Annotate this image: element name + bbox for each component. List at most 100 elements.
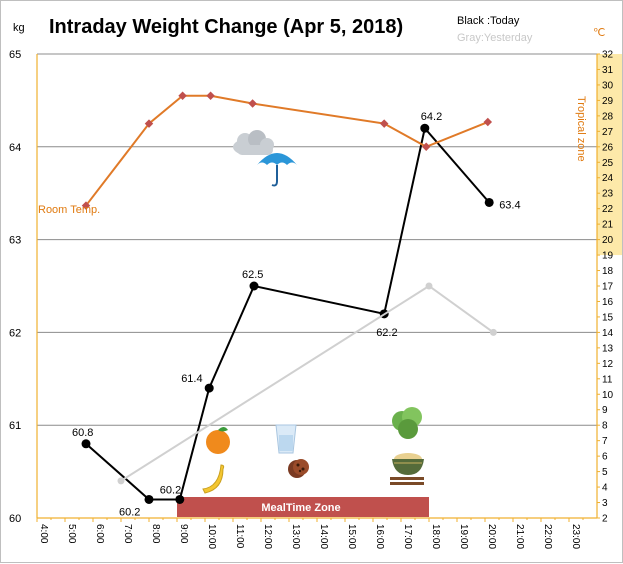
x-tick-label: 22:00 [542, 524, 553, 549]
y-tick-label: 62 [9, 327, 21, 339]
y2-tick-label: 23 [602, 189, 614, 200]
data-point [206, 92, 214, 100]
data-point [250, 282, 259, 291]
y2-tick-label: 21 [602, 220, 614, 231]
data-point [485, 198, 494, 207]
data-label: 60.2 [119, 506, 140, 518]
data-label: 62.2 [376, 327, 397, 339]
data-point [118, 477, 125, 484]
y2-tick-label: 27 [602, 127, 614, 138]
lettuce-icon [392, 407, 422, 439]
y2-tick-label: 17 [602, 282, 614, 293]
data-label: 60.2 [160, 484, 181, 496]
cloud-icon [233, 130, 274, 155]
cookies-icon [288, 459, 309, 478]
y2-tick-label: 19 [602, 251, 614, 262]
legend-yesterday: Gray:Yesterday [457, 32, 533, 44]
data-point [420, 124, 429, 133]
x-tick-label: 13:00 [290, 524, 301, 549]
weight-chart: 606162636465 234567891011121314151617181… [1, 1, 623, 564]
rice-bowl-icon [392, 453, 424, 475]
series-line [121, 286, 493, 481]
y2-axis-unit: ℃ [593, 27, 605, 39]
y2-tick-label: 20 [602, 235, 614, 246]
tropical-zone-label: Tropical zone [575, 96, 587, 162]
meal-zone-label: MealTime Zone [261, 502, 340, 514]
x-tick-label: 16:00 [374, 524, 385, 549]
data-point [484, 118, 492, 126]
x-tick-label: 8:00 [150, 524, 161, 544]
data-point [426, 283, 433, 290]
y-tick-label: 64 [9, 142, 21, 154]
y2-tick-label: 28 [602, 111, 614, 122]
y2-tick-label: 30 [602, 80, 614, 91]
orange-icon [206, 427, 230, 454]
x-axis-ticks: 4:00 5:00 6:00 7:00 8:00 9:00 10:00 11:00 12:00 1… [37, 518, 583, 549]
gridlines [37, 54, 597, 518]
series-yesterday [118, 283, 497, 485]
y2-tick-label: 5 [602, 467, 608, 478]
data-label: 63.4 [499, 199, 520, 211]
y-tick-label: 63 [9, 235, 21, 247]
y2-tick-label: 24 [602, 173, 614, 184]
x-tick-label: 18:00 [430, 524, 441, 549]
x-tick-label: 14:00 [318, 524, 329, 549]
x-tick-label: 11:00 [234, 524, 245, 549]
y-axis-unit: kg [13, 22, 25, 34]
y2-tick-label: 4 [602, 483, 608, 494]
data-point [422, 143, 430, 151]
y2-tick-label: 31 [602, 65, 614, 76]
chart-frame: 60 61 62 63 64 65 2 3 4 5 6 7 8 9 10 11 12 13 14 15 16 17 18 1… [0, 0, 623, 563]
data-point [145, 495, 154, 504]
y-axis-ticks: 60 61 62 63 64 65 [9, 49, 21, 525]
data-point [205, 384, 214, 393]
y2-tick-label: 22 [602, 204, 614, 215]
series-layer: 60.8 60.2 60.2 61.4 62.5 62.2 64.2 63.4 [72, 92, 521, 519]
y2-tick-label: 15 [602, 312, 614, 323]
x-tick-label: 4:00 [38, 524, 49, 544]
chart-title: Intraday Weight Change (Apr 5, 2018) [49, 16, 403, 38]
water-glass-icon [276, 425, 296, 453]
data-label: 60.8 [72, 427, 93, 439]
x-tick-label: 5:00 [66, 524, 77, 544]
x-tick-label: 21:00 [514, 524, 525, 549]
y2-tick-label: 2 [602, 514, 608, 525]
y2-tick-label: 8 [602, 421, 608, 432]
y2-tick-label: 12 [602, 359, 614, 370]
y2-tick-label: 10 [602, 390, 614, 401]
y2-tick-label: 25 [602, 158, 614, 169]
y2-tick-label: 14 [602, 328, 614, 339]
data-point [82, 439, 91, 448]
data-label: 64.2 [421, 111, 442, 123]
x-tick-label: 17:00 [402, 524, 413, 549]
y2-tick-label: 16 [602, 297, 614, 308]
x-tick-label: 7:00 [122, 524, 133, 544]
legend-today: Black :Today [457, 15, 520, 27]
x-tick-label: 6:00 [94, 524, 105, 544]
icons-layer [203, 130, 424, 493]
y2-tick-label: 13 [602, 343, 614, 354]
umbrella-icon [257, 153, 297, 186]
y2-tick-label: 26 [602, 142, 614, 153]
y2-tick-label: 3 [602, 498, 608, 509]
x-tick-label: 20:00 [486, 524, 497, 549]
data-label: 61.4 [181, 373, 202, 385]
x-tick-label: 15:00 [346, 524, 357, 549]
axes [37, 54, 597, 518]
chopsticks-icon [390, 477, 424, 485]
data-point [490, 329, 497, 336]
y2-tick-label: 18 [602, 266, 614, 277]
x-tick-label: 19:00 [458, 524, 469, 549]
data-point [380, 119, 388, 127]
data-label: 62.5 [242, 269, 263, 281]
x-tick-label: 12:00 [262, 524, 273, 549]
y2-tick-label: 29 [602, 96, 614, 107]
y-tick-label: 60 [9, 513, 21, 525]
y2-tick-label: 6 [602, 452, 608, 463]
x-tick-label: 10:00 [206, 524, 217, 549]
y2-tick-label: 7 [602, 436, 608, 447]
y-tick-label: 65 [9, 49, 21, 61]
y2-tick-label: 11 [602, 374, 613, 385]
y2-tick-label: 9 [602, 405, 608, 416]
series-today: 60.8 60.2 60.2 61.4 62.5 62.2 64.2 63.4 [72, 111, 521, 518]
